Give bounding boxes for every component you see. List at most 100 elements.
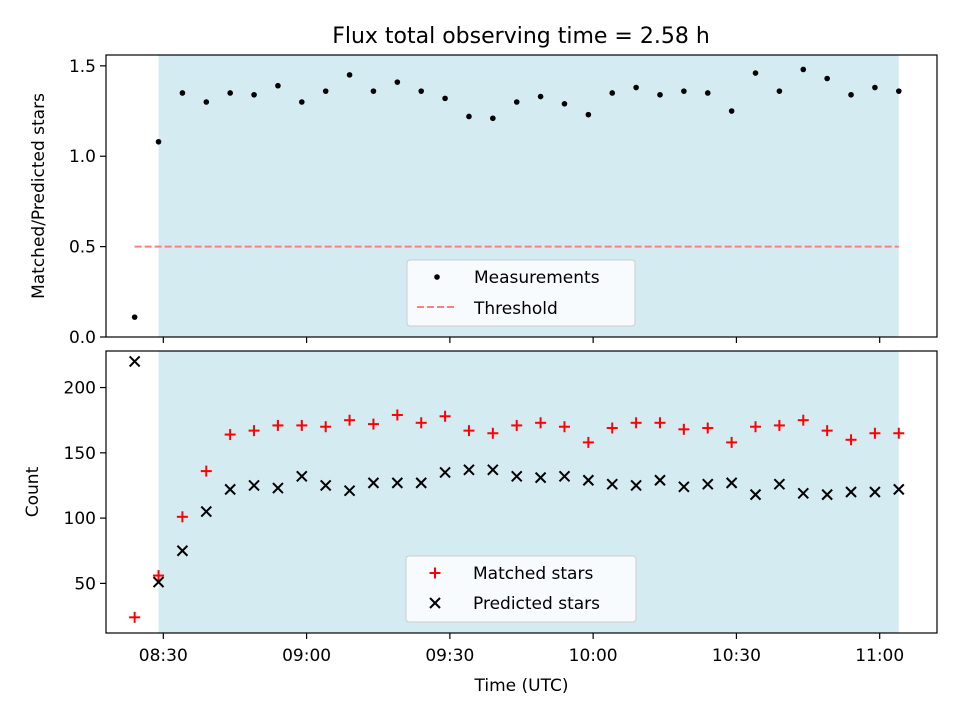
x-b [630,479,642,492]
x-b [319,479,332,492]
predicted-star-point [749,488,762,501]
matched-star-point [176,511,188,523]
predicted-star-point [248,479,260,492]
x-tick-label: 08:30 [139,646,188,666]
count-axis-ticks: 50 100 150 200 08:30 09:00 09:30 10:00 10:30 11:0… [64,379,905,666]
predicted-star-point [439,466,451,479]
y-tick-label: 0.0 [69,328,96,348]
measurement-point [155,138,162,145]
x-tick-label: 11:00 [855,646,904,666]
x-b [511,470,523,483]
matched-star-point [224,429,236,441]
predicted-star-point [391,477,404,489]
predicted-star-point [415,477,427,489]
legend-measurements-label: Measurements [474,268,600,288]
x-b [725,477,738,489]
measurement-point [585,111,592,118]
matched-star-point [511,419,523,431]
measurement-point [466,113,472,120]
x-b [152,576,165,588]
measurement-point [418,88,425,94]
measurement-point [275,82,281,89]
predicted-star-point [224,483,236,496]
legend-threshold-label: Threshold [473,299,558,319]
matched-star-point [200,465,212,477]
y-tick-label: 100 [64,509,96,529]
legend-matched-label: Matched stars [473,564,593,584]
matched-star-point [869,427,881,439]
matched-star-point [153,570,165,582]
x-b [367,477,380,489]
ratio-legend-box [406,259,636,327]
measurement-point [513,99,520,105]
measurement-point [752,70,759,76]
y-tick-label: 50 [74,574,96,594]
predicted-star-point [606,478,618,490]
x-tick-label: 09:30 [425,646,474,666]
legend-predicted-label: Predicted stars [473,594,600,614]
legend-matched-marker [429,567,441,579]
x-b [200,505,213,518]
x-tick-label: 10:30 [712,646,761,666]
matched-star-point [821,425,833,437]
measurement-point [203,99,210,105]
matched-star-point [296,419,308,431]
measurement-point [895,88,902,94]
matched-star-point [439,410,451,422]
measurement-point [251,91,257,98]
chart-title: Flux total observing time = 2.58 h [332,24,710,49]
x-b [463,464,475,476]
measurement-point [227,90,233,96]
measurement-point [776,88,783,94]
matched-star-point [248,425,260,437]
measurement-point [394,79,401,85]
matched-star-point [129,611,141,623]
measurement-point [704,90,711,96]
predicted-star-point [152,576,165,588]
matched-star-point [582,436,594,448]
predicted-star-point [367,477,380,489]
measurement-point [681,88,687,94]
matched-star-point [750,421,762,433]
matched-star-point [535,417,547,429]
x-b [749,488,762,501]
x-b [391,477,404,489]
x-b [534,471,547,484]
x-b [821,488,833,501]
predicted-star-point [200,505,213,518]
predicted-star-point [582,474,595,486]
x-b [654,474,666,486]
matched-star-point [463,425,475,437]
x-b [845,486,857,498]
matched-star-point [726,436,738,448]
x-b [296,470,308,483]
x-b [415,477,427,489]
matched-star-point [367,418,379,430]
y-tick-label: 0.5 [69,238,96,258]
predicted-star-point [511,470,523,483]
x-b [272,482,284,494]
y-tick-label: 1.0 [69,147,96,167]
predicted-star-point [702,478,714,490]
count-panel: 50 100 150 200 08:30 09:00 09:30 10:00 10:30 11:0… [23,350,938,696]
matched-star-point [797,414,809,426]
predicted-star-point [869,486,881,498]
measurement-point [346,72,353,78]
x-b [429,597,441,609]
matched-star-point [630,417,642,429]
predicted-star-point [797,487,809,500]
predicted-star-point [654,474,666,486]
x-b [558,470,571,483]
measurement-point [872,84,878,91]
matched-star-point [893,427,905,439]
measurement-point [322,88,329,94]
x-b [797,487,809,500]
matched-star-point [391,409,403,421]
y-tick-label: 150 [64,444,96,464]
predicted-star-point [630,479,642,492]
x-axis-label: Time (UTC) [474,676,569,696]
measurement-point [824,75,830,82]
predicted-star-point [272,482,284,494]
measurement-point [657,91,663,98]
